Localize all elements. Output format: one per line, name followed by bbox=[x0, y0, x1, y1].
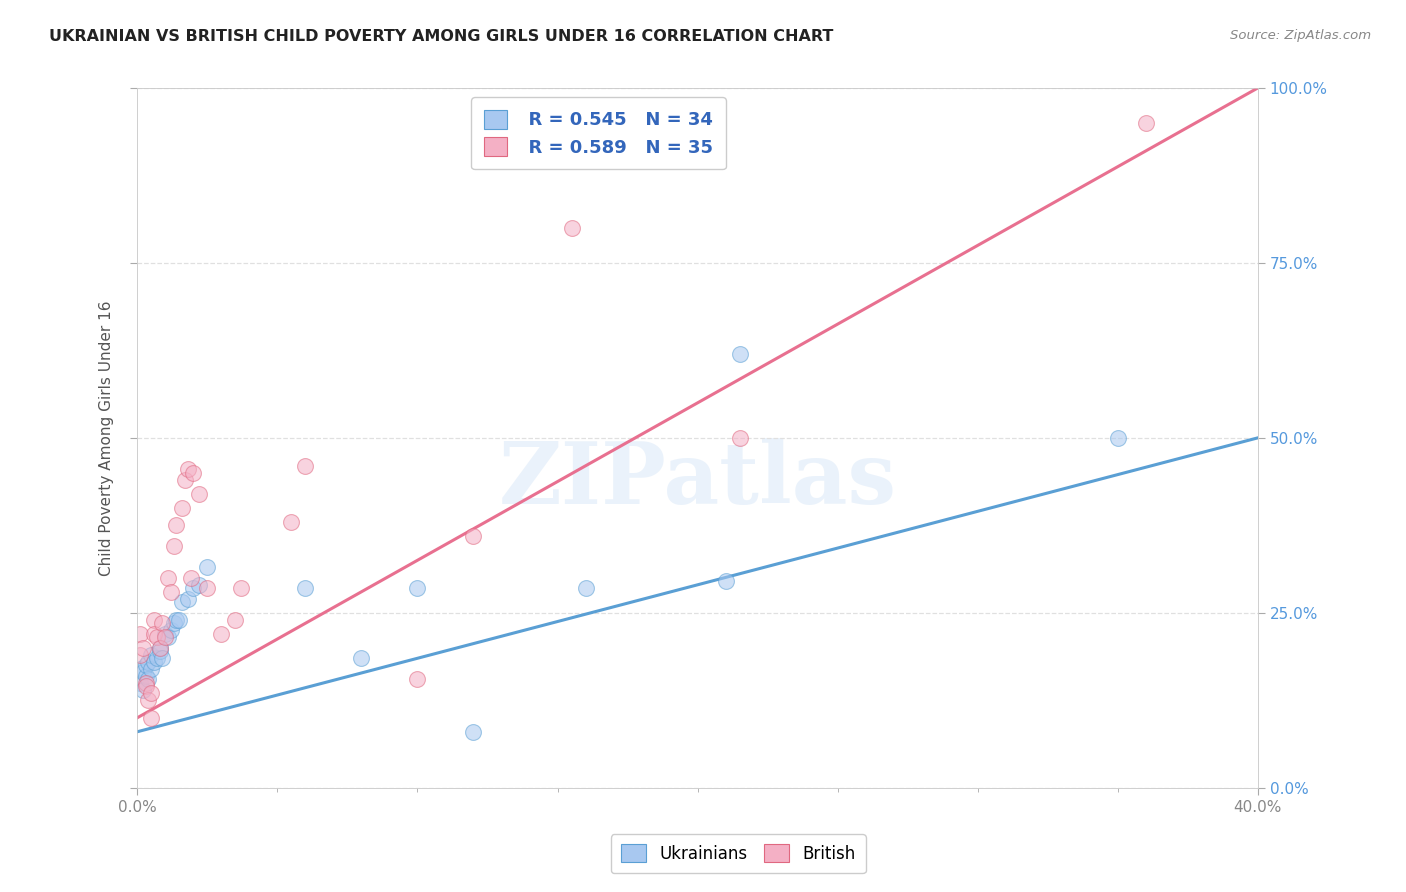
Point bbox=[224, 613, 246, 627]
Point bbox=[195, 560, 218, 574]
Point bbox=[163, 616, 186, 631]
Point bbox=[209, 627, 232, 641]
Point bbox=[141, 662, 163, 676]
Point bbox=[129, 627, 152, 641]
Point bbox=[181, 582, 204, 596]
Point bbox=[187, 487, 209, 501]
Point bbox=[129, 648, 152, 662]
Point bbox=[149, 644, 172, 658]
Point bbox=[141, 648, 163, 662]
Point bbox=[132, 640, 155, 655]
Point bbox=[155, 630, 177, 644]
Point bbox=[152, 651, 174, 665]
Point bbox=[169, 613, 191, 627]
Text: Source: ZipAtlas.com: Source: ZipAtlas.com bbox=[1230, 29, 1371, 42]
Point bbox=[157, 571, 180, 585]
Point bbox=[294, 458, 316, 473]
Point bbox=[728, 431, 751, 445]
Point bbox=[149, 640, 172, 655]
Point bbox=[141, 686, 163, 700]
Point bbox=[129, 662, 152, 676]
Point bbox=[177, 591, 200, 606]
Point bbox=[135, 679, 157, 693]
Point bbox=[728, 347, 751, 361]
Point bbox=[1107, 431, 1129, 445]
Point bbox=[146, 651, 169, 665]
Legend: Ukrainians, British: Ukrainians, British bbox=[610, 834, 866, 873]
Point bbox=[143, 627, 166, 641]
Point bbox=[152, 616, 174, 631]
Point bbox=[714, 574, 737, 589]
Point bbox=[135, 658, 157, 673]
Point bbox=[574, 582, 596, 596]
Point bbox=[141, 711, 163, 725]
Point bbox=[155, 627, 177, 641]
Point bbox=[135, 675, 157, 690]
Y-axis label: Child Poverty Among Girls Under 16: Child Poverty Among Girls Under 16 bbox=[100, 300, 114, 575]
Point bbox=[157, 630, 180, 644]
Point bbox=[160, 624, 183, 638]
Point bbox=[172, 595, 194, 609]
Point bbox=[280, 515, 302, 529]
Point bbox=[177, 462, 200, 476]
Point bbox=[160, 584, 183, 599]
Text: ZIPatlas: ZIPatlas bbox=[499, 438, 897, 522]
Point bbox=[195, 582, 218, 596]
Point bbox=[132, 665, 155, 680]
Point bbox=[143, 655, 166, 669]
Point bbox=[166, 518, 188, 533]
Point bbox=[149, 640, 172, 655]
Point bbox=[135, 669, 157, 683]
Point bbox=[294, 582, 316, 596]
Point bbox=[143, 613, 166, 627]
Point bbox=[129, 675, 152, 690]
Text: UKRAINIAN VS BRITISH CHILD POVERTY AMONG GIRLS UNDER 16 CORRELATION CHART: UKRAINIAN VS BRITISH CHILD POVERTY AMONG… bbox=[49, 29, 834, 44]
Point bbox=[166, 613, 188, 627]
Point bbox=[146, 630, 169, 644]
Point bbox=[138, 693, 160, 707]
Point bbox=[138, 655, 160, 669]
Point bbox=[132, 682, 155, 697]
Point bbox=[181, 466, 204, 480]
Point bbox=[163, 539, 186, 553]
Point bbox=[560, 220, 582, 235]
Point bbox=[350, 651, 373, 665]
Point bbox=[1135, 116, 1157, 130]
Point bbox=[174, 473, 197, 487]
Point bbox=[406, 582, 429, 596]
Point bbox=[172, 500, 194, 515]
Point bbox=[179, 571, 201, 585]
Point bbox=[463, 724, 485, 739]
Point bbox=[463, 529, 485, 543]
Legend:   R = 0.545   N = 34,   R = 0.589   N = 35: R = 0.545 N = 34, R = 0.589 N = 35 bbox=[471, 97, 725, 169]
Point bbox=[229, 582, 252, 596]
Point bbox=[138, 673, 160, 687]
Point bbox=[406, 673, 429, 687]
Point bbox=[187, 578, 209, 592]
